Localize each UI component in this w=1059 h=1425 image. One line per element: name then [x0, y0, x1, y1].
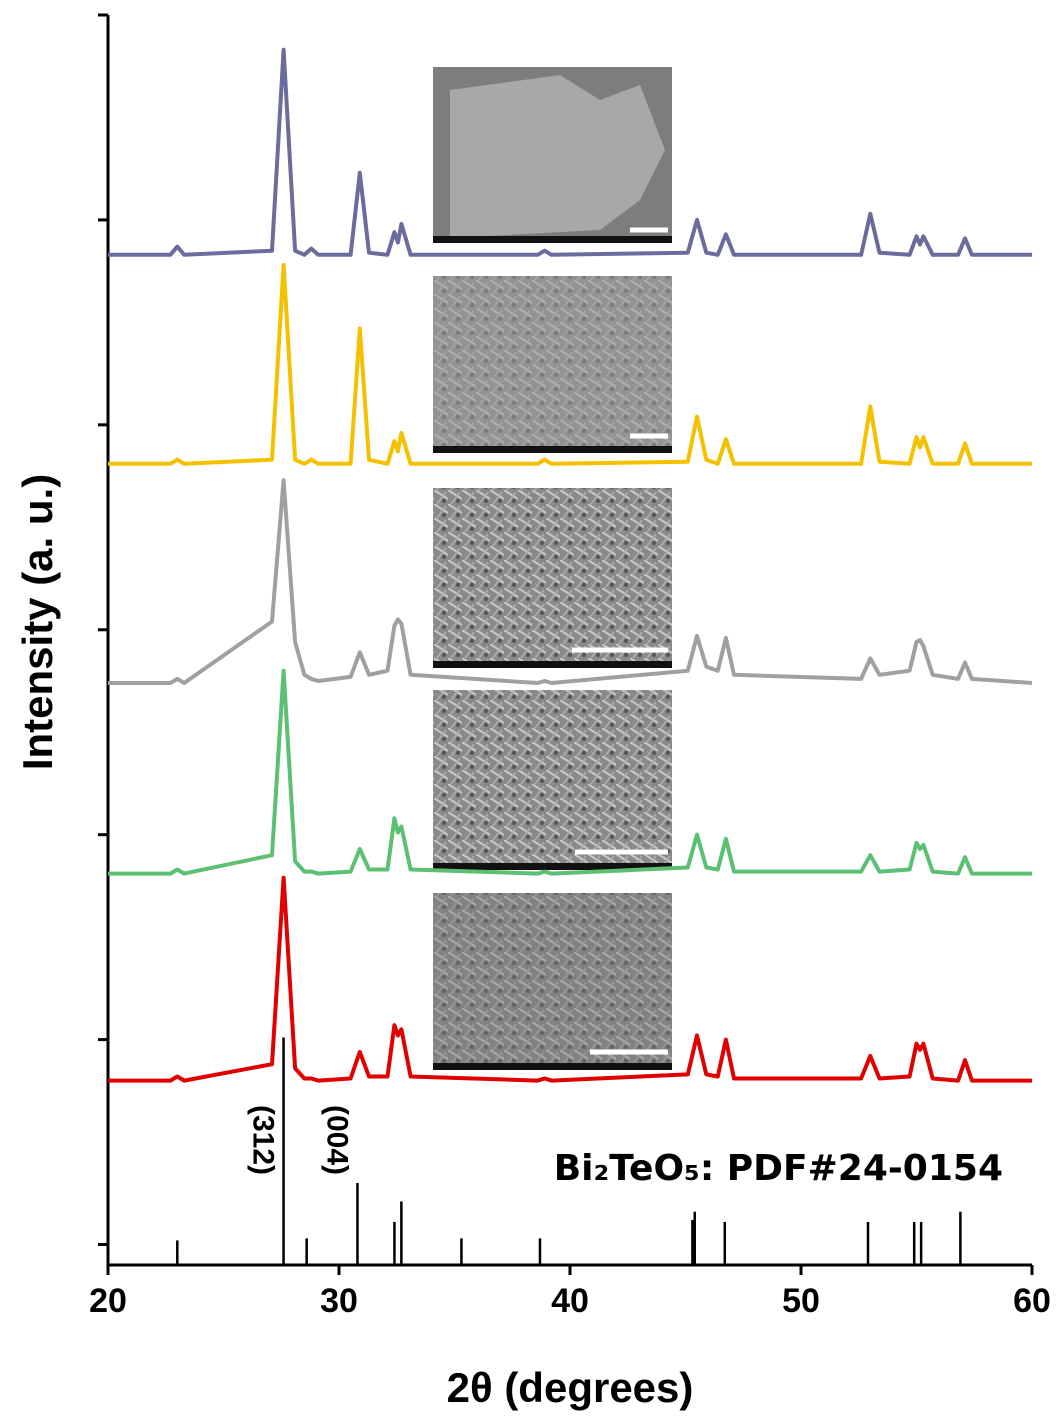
pattern-line — [108, 668, 1032, 876]
peak-annotation: (312) — [247, 1105, 280, 1175]
sem-image — [433, 893, 672, 1070]
x-tick-label: 30 — [320, 1282, 358, 1320]
pattern-line — [108, 875, 1032, 1083]
x-axis-title: 2θ (degrees) — [447, 1364, 694, 1411]
pattern-line — [108, 478, 1033, 685]
x-tick-label: 20 — [89, 1282, 127, 1320]
sem-insets — [433, 67, 672, 1070]
y-axis-title: Intensity (a. u.) — [14, 474, 61, 770]
sem-image — [433, 690, 672, 870]
x-tick-label: 40 — [551, 1282, 589, 1320]
sem-image — [433, 67, 672, 243]
pattern-line — [108, 47, 1032, 257]
peak-annotation: (004) — [321, 1105, 354, 1175]
x-tick-label: 60 — [1013, 1282, 1051, 1320]
sem-image — [433, 276, 672, 453]
reference-label: Bi₂TeO₅: PDF#24-0154 — [554, 1148, 1003, 1189]
sem-image — [433, 488, 672, 668]
pattern-line — [108, 263, 1032, 466]
x-tick-label: 50 — [782, 1282, 820, 1320]
